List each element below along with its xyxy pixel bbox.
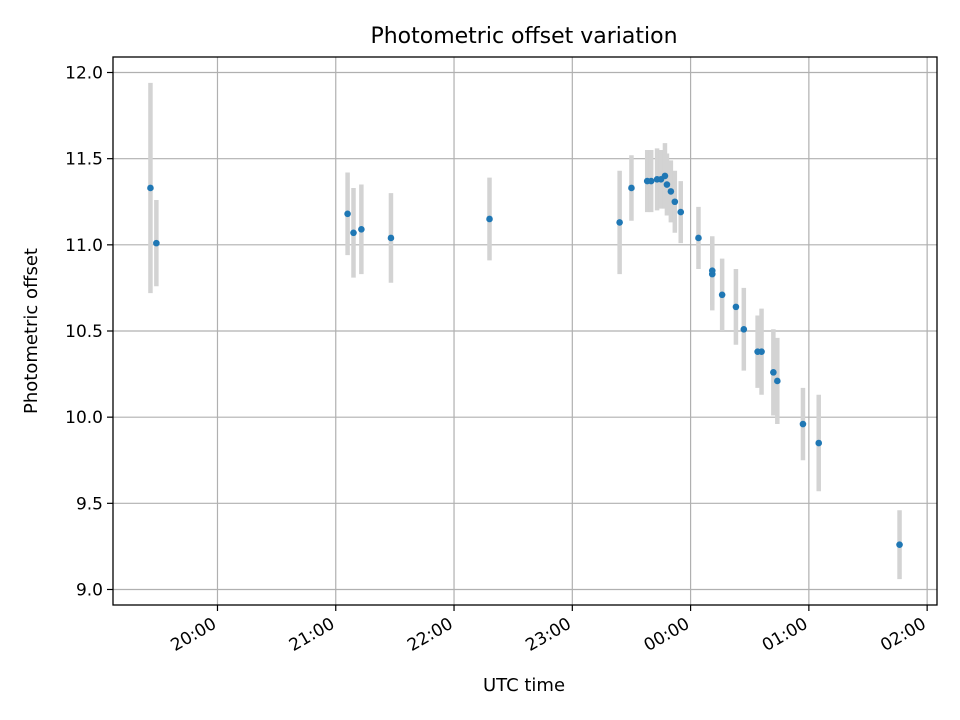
data-point: [358, 226, 365, 233]
data-point: [153, 239, 160, 247]
y-tick-label: 10.0: [65, 408, 103, 428]
y-tick-label: 9.5: [76, 494, 103, 514]
data-point: [671, 198, 679, 206]
data-point: [667, 188, 675, 195]
data-point: [616, 219, 623, 226]
data-point: [896, 541, 903, 548]
data-point: [732, 303, 740, 311]
x-axis-label: UTC time: [483, 675, 565, 696]
data-point: [663, 181, 671, 188]
data-point: [677, 208, 685, 216]
data-point: [350, 229, 357, 237]
data-point: [815, 439, 823, 447]
y-tick-label: 10.5: [65, 322, 103, 342]
y-axis-ticks: 9.0 9.5 10.0 10.5 11.0 11.5 12.0: [65, 64, 113, 600]
y-tick-label: 11.0: [65, 236, 103, 256]
y-tick-label: 12.0: [65, 64, 103, 84]
data-point: [344, 210, 351, 218]
data-point: [718, 291, 726, 299]
data-point: [661, 172, 669, 180]
data-point: [708, 267, 716, 274]
data-point: [774, 377, 781, 385]
data-point: [695, 234, 702, 242]
data-point: [647, 177, 655, 185]
data-point: [799, 420, 807, 428]
data-point: [770, 369, 777, 376]
data-point: [147, 184, 154, 192]
data-point: [628, 184, 635, 192]
data-points: [147, 172, 903, 548]
data-point: [387, 234, 395, 242]
data-point: [486, 215, 493, 223]
y-tick-label: 11.5: [65, 150, 103, 170]
y-tick-label: 9.0: [76, 580, 103, 600]
data-point: [758, 348, 765, 355]
y-axis-label: Photometric offset: [21, 248, 42, 414]
data-point: [740, 325, 748, 333]
grid: [113, 57, 937, 605]
chart-title: Photometric offset variation: [370, 24, 677, 49]
